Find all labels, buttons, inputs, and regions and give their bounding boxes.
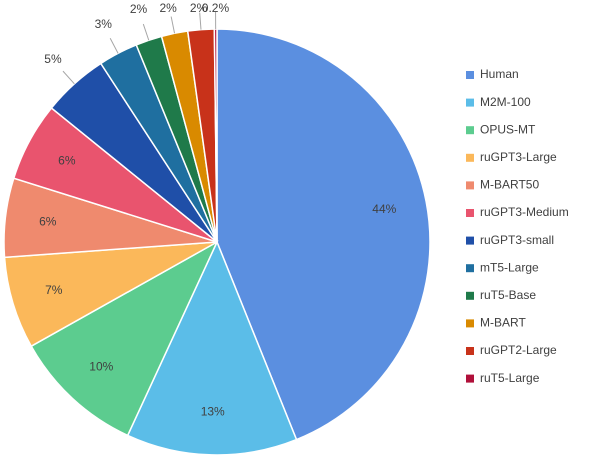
legend-swatch [466,347,474,355]
pie-slice [126,240,298,456]
data-label: 3% [95,17,113,31]
pie-slice [213,28,218,243]
legend-swatch [466,236,474,245]
legend-label: ruGPT3-Large [480,150,557,164]
legend-swatch [466,126,474,135]
legend-label: ruT5-Large [480,371,540,385]
legend-label: mT5-Large [480,260,539,274]
data-label: 2% [190,1,208,15]
data-label: 6% [58,154,76,168]
legend-swatch [466,153,474,162]
leader-line [170,16,176,34]
legend-swatch [466,264,474,273]
pie-slice [30,240,219,437]
leader-line [62,70,75,85]
data-label: 5% [44,52,62,66]
legend-swatch [466,71,474,79]
data-label: 2% [160,1,178,15]
legend-label: ruGPT3-small [480,233,554,247]
legend-swatch [466,181,474,190]
data-label: 2% [130,2,148,16]
legend-label: OPUS-MT [480,122,536,136]
legend-swatch [466,319,474,328]
legend-swatch [466,374,474,383]
data-label: 13% [201,405,225,419]
leader-line [109,38,119,54]
legend-label: ruGPT3-Medium [480,205,569,219]
data-label: 0.2% [202,1,230,15]
legend-label: Human [480,67,519,81]
legend-label: M2M-100 [480,95,531,109]
legend-swatch [466,98,474,107]
leader-line [199,12,202,30]
data-label: 7% [45,283,63,297]
legend-swatch [466,291,474,300]
legend-swatch [466,209,474,217]
legend-label: ruGPT2-Large [480,343,557,357]
pie-slice [216,28,431,441]
legend-label: M-BART50 [480,178,539,192]
legend-label: M-BART [480,316,526,330]
leader-line [142,23,150,41]
data-label: 10% [89,359,113,373]
data-label: 44% [372,202,396,216]
legend-label: ruT5-Base [480,288,536,302]
data-label: 6% [39,214,57,228]
